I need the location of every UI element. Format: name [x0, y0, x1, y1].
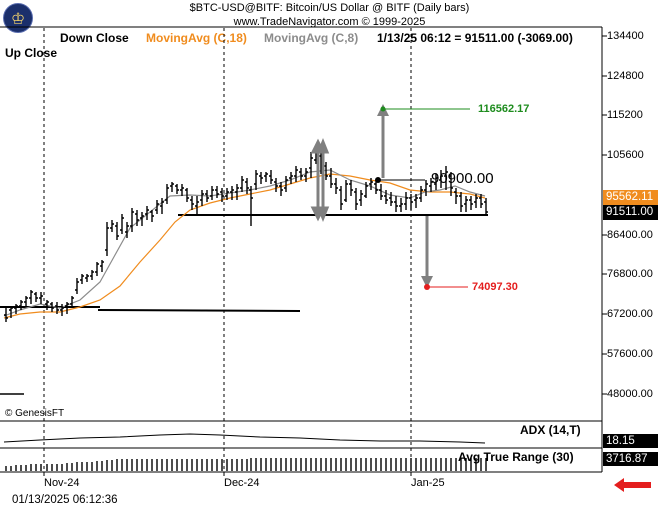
price-tick-label: 105600	[607, 149, 644, 161]
target-up-arrow	[377, 104, 470, 178]
price-tick-label: 67200.00	[607, 308, 653, 320]
price-tick-label: 57600.00	[607, 348, 653, 360]
current-price-box: 91511.00	[603, 205, 658, 220]
x-axis-label-dec: Dec-24	[224, 477, 260, 489]
month-divider-lines	[43, 28, 412, 472]
adx-line	[3, 433, 486, 444]
adx-label[interactable]: ADX (14,T)	[520, 423, 581, 437]
pivot-dot	[375, 177, 381, 183]
legend-bar-info: 1/13/25 06:12 = 91511.00 (-3069.00)	[377, 31, 573, 45]
adx-value-box: 18.15	[603, 434, 658, 448]
legend-moving-avg-8[interactable]: MovingAvg (C,8)	[264, 31, 359, 45]
moving-avg-18-line	[3, 173, 486, 319]
trade-navigator-logo-icon[interactable]: ♔	[3, 3, 33, 33]
atr-value-box: 3716.87	[603, 452, 658, 466]
current-ma-price-box: 95562.11	[603, 190, 658, 205]
target-down-arrow	[421, 216, 468, 290]
legend-up-close[interactable]: Up Close	[5, 46, 58, 60]
target-down-label: 74097.30	[472, 281, 518, 293]
price-tick-label: 76800.00	[607, 268, 653, 280]
pivot-level-label: 90900.00	[431, 170, 494, 187]
price-tick-label: 86400.00	[607, 229, 653, 241]
price-tick-label: 48000.00	[607, 388, 653, 400]
status-timestamp: 01/13/2025 06:12:36	[12, 494, 118, 506]
moving-avg-8-line	[3, 169, 486, 317]
chart-title: $BTC-USD@BITF: Bitcoin/US Dollar @ BITF …	[189, 2, 470, 14]
price-tick-label: 124800	[607, 70, 644, 82]
chart-subtitle: www.TradeNavigator.com © 1999-2025	[233, 16, 426, 28]
legend-down-close[interactable]: Down Close	[60, 31, 129, 45]
range-arrow	[310, 137, 330, 223]
left-arrow-icon[interactable]	[613, 476, 653, 494]
x-axis-label-jan: Jan-25	[411, 477, 445, 489]
price-tick-label: 115200	[607, 109, 643, 121]
atr-label[interactable]: Avg True Range (30)	[458, 450, 574, 464]
copyright-label: © GenesisFT	[5, 408, 65, 419]
legend-moving-avg-18[interactable]: MovingAvg (C,18)	[146, 31, 247, 45]
target-up-label: 116562.17	[478, 103, 530, 115]
x-axis-label-nov: Nov-24	[44, 477, 80, 489]
atr-histogram	[5, 458, 487, 471]
support-line-mid	[97, 309, 301, 312]
price-bars	[4, 150, 488, 322]
price-tick-label: 134400	[607, 30, 644, 42]
